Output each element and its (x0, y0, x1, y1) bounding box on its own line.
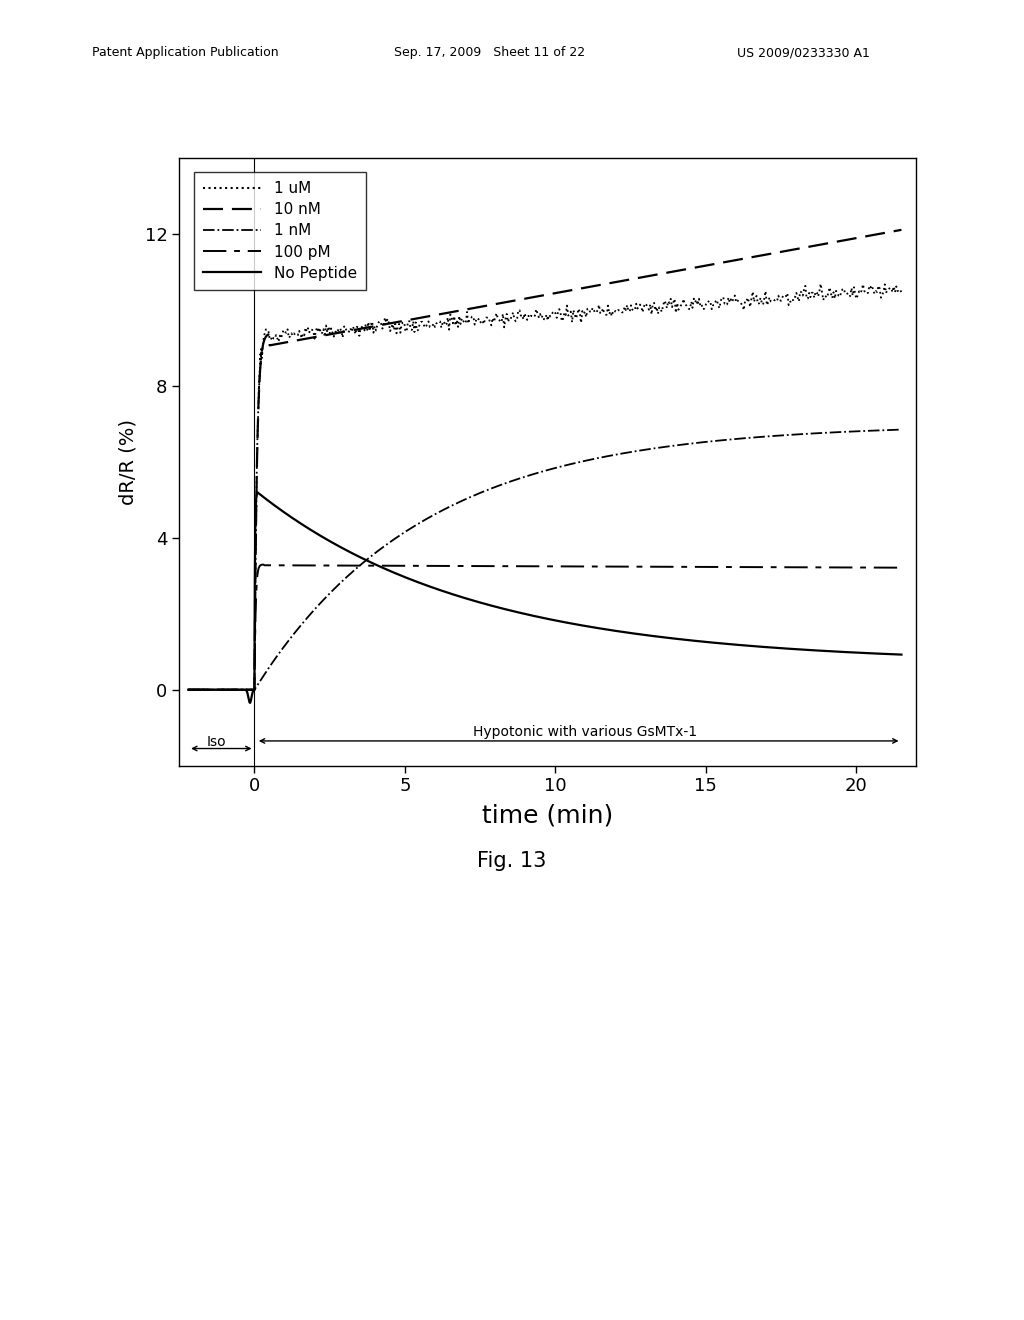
1 nM (182, 681, 195, 697)
No Peptide (801, 642, 813, 657)
1 uM (669, 292, 681, 308)
1 nM (895, 421, 907, 437)
Y-axis label: dR/R (%): dR/R (%) (119, 418, 137, 506)
1 nM (252, 676, 264, 692)
1 uM (740, 293, 753, 309)
Legend: 1 uM, 10 nM, 1 nM, 100 pM, No Peptide: 1 uM, 10 nM, 1 nM, 100 pM, No Peptide (195, 172, 366, 290)
100 pM (831, 560, 844, 576)
10 nM (740, 251, 753, 267)
100 pM (252, 564, 264, 579)
1 uM (182, 681, 195, 697)
10 nM (182, 681, 195, 697)
10 nM (895, 222, 907, 238)
No Peptide (895, 647, 907, 663)
No Peptide (742, 638, 755, 653)
No Peptide (182, 681, 195, 697)
No Peptide (252, 484, 264, 500)
Line: 1 nM: 1 nM (188, 429, 901, 689)
Text: Patent Application Publication: Patent Application Publication (92, 46, 279, 59)
No Peptide (244, 694, 256, 710)
100 pM (182, 681, 195, 697)
1 uM (895, 285, 907, 301)
100 pM (741, 560, 754, 576)
1 uM (831, 285, 844, 301)
No Peptide (251, 484, 263, 500)
1 uM (814, 276, 826, 292)
X-axis label: time (min): time (min) (482, 804, 613, 828)
1 nM (829, 424, 842, 440)
10 nM (252, 418, 264, 434)
No Peptide (700, 634, 713, 649)
10 nM (669, 264, 681, 280)
100 pM (799, 560, 811, 576)
No Peptide (833, 644, 845, 660)
1 nM (669, 438, 681, 454)
1 nM (798, 426, 810, 442)
100 pM (257, 557, 269, 573)
100 pM (670, 558, 682, 574)
Line: 100 pM: 100 pM (188, 565, 901, 689)
Text: Fig. 13: Fig. 13 (477, 851, 547, 871)
10 nM (829, 234, 842, 249)
Line: 1 uM: 1 uM (188, 284, 901, 689)
100 pM (895, 560, 907, 576)
100 pM (699, 558, 712, 574)
Text: US 2009/0233330 A1: US 2009/0233330 A1 (737, 46, 870, 59)
1 nM (698, 434, 711, 450)
Line: No Peptide: No Peptide (188, 492, 901, 702)
1 uM (698, 301, 711, 317)
Text: Iso: Iso (207, 734, 226, 748)
No Peptide (671, 631, 683, 647)
1 uM (798, 282, 810, 298)
1 nM (740, 430, 753, 446)
10 nM (698, 257, 711, 273)
10 nM (798, 240, 810, 256)
Line: 10 nM: 10 nM (188, 230, 901, 689)
Text: Sep. 17, 2009   Sheet 11 of 22: Sep. 17, 2009 Sheet 11 of 22 (394, 46, 586, 59)
Text: Hypotonic with various GsMTx-1: Hypotonic with various GsMTx-1 (473, 725, 697, 739)
1 uM (252, 413, 264, 429)
